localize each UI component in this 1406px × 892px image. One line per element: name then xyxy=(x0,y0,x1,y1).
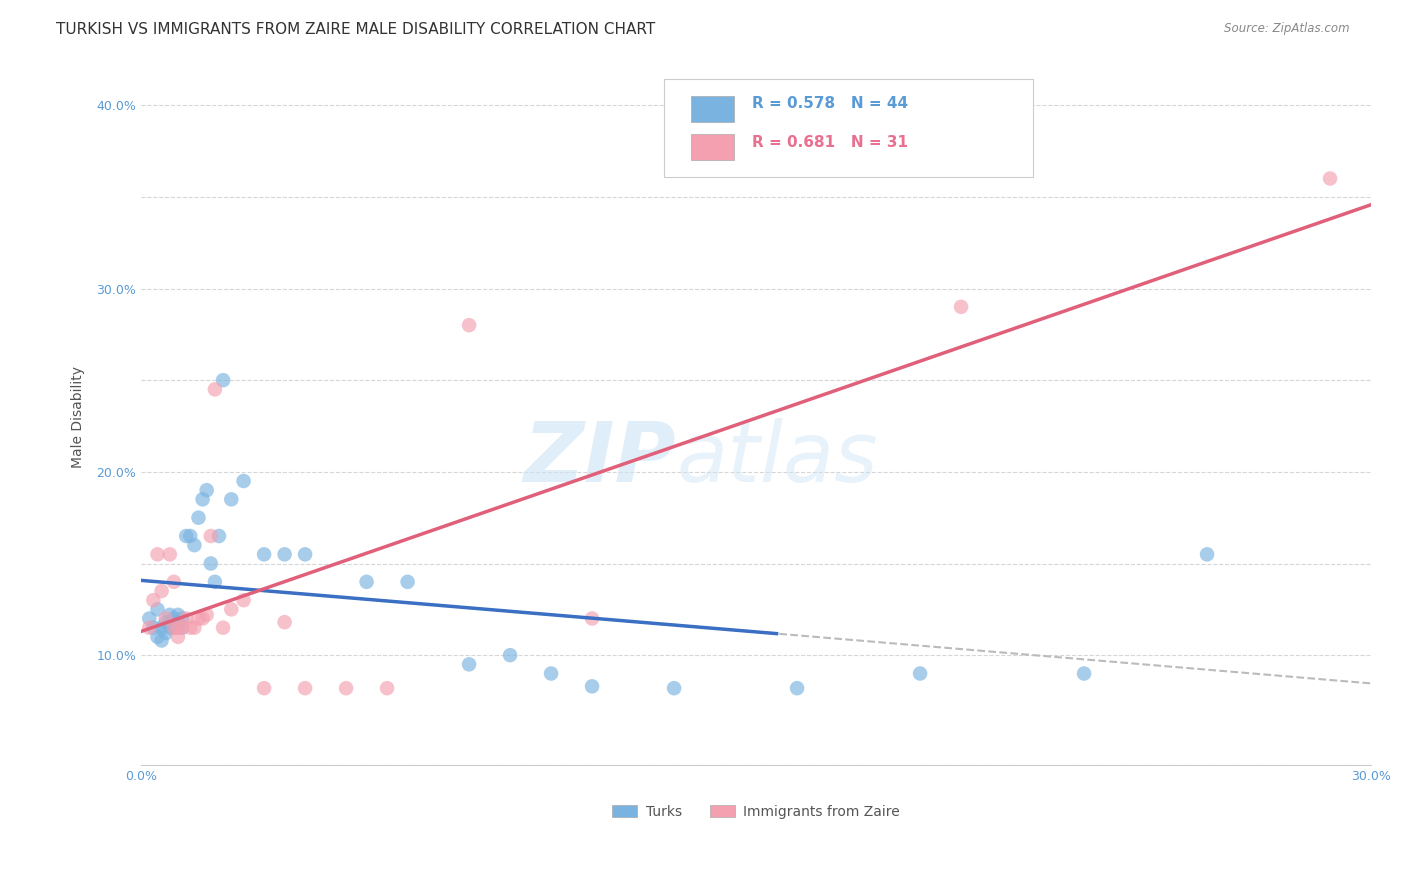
Bar xyxy=(690,134,734,161)
Point xyxy=(232,593,254,607)
Point xyxy=(219,492,242,507)
Point xyxy=(163,611,186,625)
Point xyxy=(204,382,226,396)
Point xyxy=(142,621,165,635)
Point xyxy=(200,529,222,543)
Point xyxy=(212,373,235,387)
Point xyxy=(232,474,254,488)
Point xyxy=(294,547,316,561)
Point xyxy=(150,621,173,635)
Point xyxy=(138,621,160,635)
Point xyxy=(179,529,201,543)
Point xyxy=(375,681,398,695)
Text: TURKISH VS IMMIGRANTS FROM ZAIRE MALE DISABILITY CORRELATION CHART: TURKISH VS IMMIGRANTS FROM ZAIRE MALE DI… xyxy=(56,22,655,37)
Point xyxy=(540,666,562,681)
Point xyxy=(179,621,201,635)
Point xyxy=(208,529,231,543)
Point xyxy=(172,611,194,625)
Point xyxy=(1197,547,1219,561)
Point xyxy=(253,681,276,695)
Point xyxy=(167,630,190,644)
Point xyxy=(138,611,160,625)
Point xyxy=(174,529,197,543)
Point xyxy=(150,584,173,599)
Point xyxy=(253,547,276,561)
Point xyxy=(163,621,186,635)
Bar xyxy=(690,95,734,122)
Point xyxy=(159,547,181,561)
Point xyxy=(172,621,194,635)
Point xyxy=(172,621,194,635)
Text: R = 0.681   N = 31: R = 0.681 N = 31 xyxy=(752,135,908,150)
Point xyxy=(183,621,205,635)
Point xyxy=(212,621,235,635)
Point xyxy=(204,574,226,589)
Point xyxy=(142,593,165,607)
Point xyxy=(200,557,222,571)
Y-axis label: Male Disability: Male Disability xyxy=(72,366,86,467)
Point xyxy=(167,621,190,635)
Point xyxy=(458,318,481,333)
Point xyxy=(195,607,218,622)
Point xyxy=(273,547,295,561)
Text: atlas: atlas xyxy=(676,418,877,500)
Point xyxy=(950,300,973,314)
Point xyxy=(163,621,186,635)
Point xyxy=(1073,666,1095,681)
Point xyxy=(908,666,931,681)
Point xyxy=(159,615,181,630)
Point xyxy=(155,615,177,630)
Point xyxy=(191,611,214,625)
Legend: Turks, Immigrants from Zaire: Turks, Immigrants from Zaire xyxy=(607,799,905,824)
Point xyxy=(146,547,169,561)
Point xyxy=(335,681,357,695)
Point xyxy=(458,657,481,672)
Point xyxy=(294,681,316,695)
Point xyxy=(581,679,603,693)
Point xyxy=(146,630,169,644)
FancyBboxPatch shape xyxy=(664,79,1033,177)
Text: ZIP: ZIP xyxy=(523,418,676,500)
Text: Source: ZipAtlas.com: Source: ZipAtlas.com xyxy=(1225,22,1350,36)
Point xyxy=(159,621,181,635)
Point xyxy=(219,602,242,616)
Point xyxy=(167,607,190,622)
Point xyxy=(786,681,808,695)
Point xyxy=(150,633,173,648)
Point xyxy=(163,574,186,589)
Text: R = 0.578   N = 44: R = 0.578 N = 44 xyxy=(752,96,908,112)
Point xyxy=(155,626,177,640)
Point xyxy=(167,615,190,630)
Point xyxy=(191,492,214,507)
Point xyxy=(581,611,603,625)
Point xyxy=(167,621,190,635)
Point xyxy=(183,538,205,552)
Point xyxy=(662,681,685,695)
Point xyxy=(159,607,181,622)
Point xyxy=(499,648,522,663)
Point xyxy=(174,611,197,625)
Point xyxy=(1319,171,1341,186)
Point xyxy=(155,611,177,625)
Point xyxy=(356,574,378,589)
Point xyxy=(187,510,209,524)
Point xyxy=(396,574,419,589)
Point xyxy=(273,615,295,630)
Point xyxy=(187,611,209,625)
Point xyxy=(195,483,218,498)
Point xyxy=(146,602,169,616)
